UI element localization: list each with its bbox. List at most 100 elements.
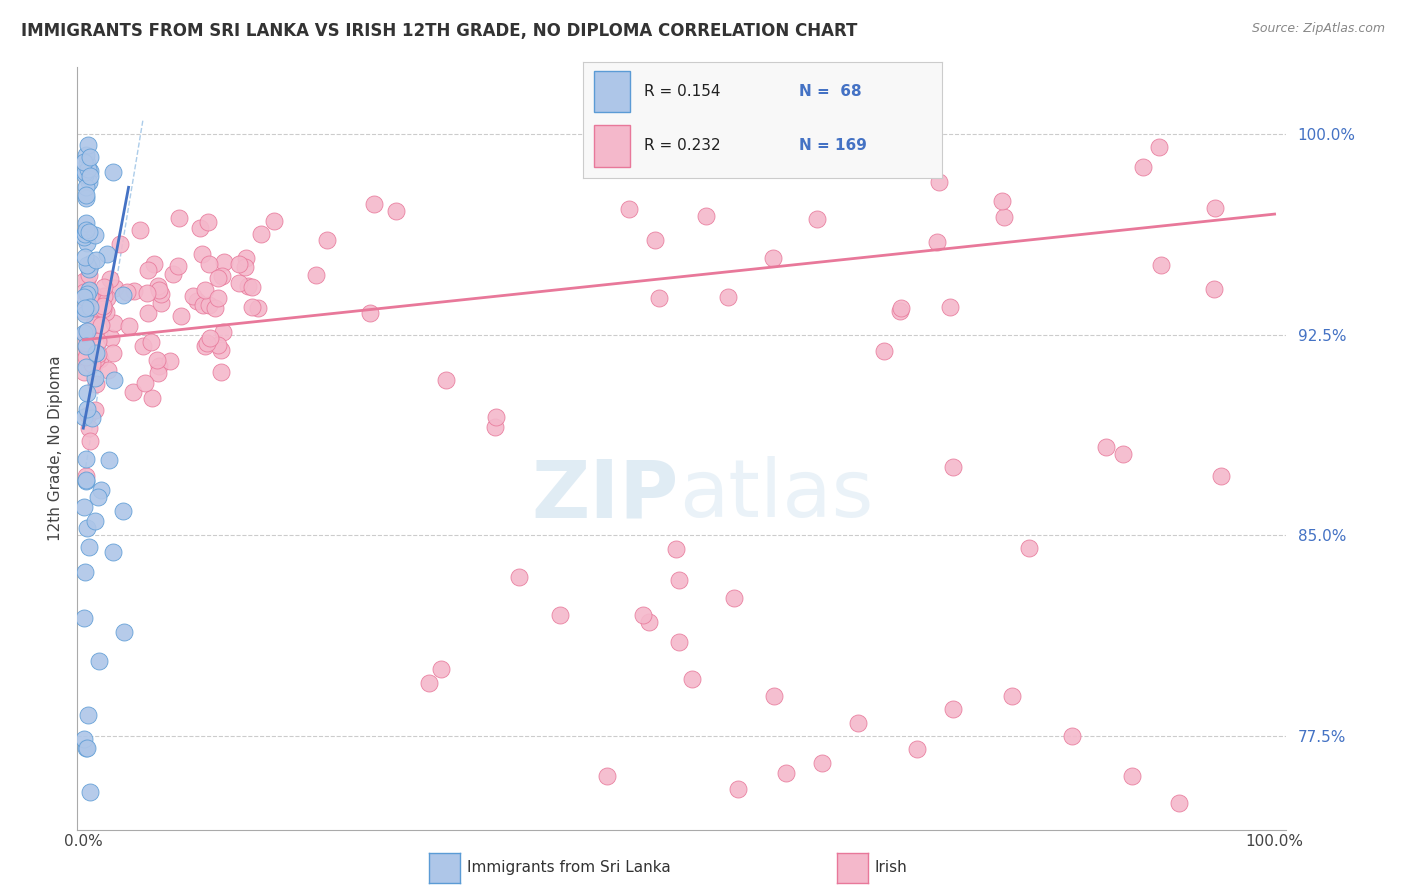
Point — [79, 540, 101, 554]
Point — [1060, 729, 1083, 743]
Point — [75, 250, 97, 264]
Point — [316, 233, 339, 247]
Point — [73, 289, 96, 303]
Point — [76, 156, 98, 170]
Point — [148, 283, 170, 297]
Point — [1001, 689, 1024, 703]
Point — [73, 306, 96, 320]
Point — [86, 490, 108, 504]
Point — [83, 371, 105, 385]
Point — [76, 236, 98, 251]
Point — [73, 336, 96, 351]
Point — [90, 318, 112, 332]
Point — [96, 291, 118, 305]
Point — [233, 260, 256, 275]
Point — [77, 262, 100, 277]
Point — [75, 351, 97, 365]
Point — [75, 216, 97, 230]
Point — [83, 227, 105, 242]
Point — [73, 409, 96, 424]
Point — [136, 262, 159, 277]
Point — [191, 298, 214, 312]
Point — [76, 520, 98, 534]
Point — [198, 257, 221, 271]
Point — [103, 544, 125, 558]
Point — [79, 169, 101, 183]
Point — [76, 341, 98, 355]
Point — [94, 304, 117, 318]
Point — [811, 756, 834, 770]
Point — [86, 310, 108, 325]
Point — [75, 148, 97, 162]
Point — [75, 326, 97, 340]
Point — [238, 279, 260, 293]
Point — [91, 301, 114, 316]
Point — [82, 285, 104, 300]
Point — [75, 452, 97, 467]
Point — [73, 297, 96, 311]
Point — [717, 290, 740, 304]
Point — [83, 514, 105, 528]
Text: R = 0.232: R = 0.232 — [644, 138, 721, 153]
Point — [141, 391, 163, 405]
Point — [75, 227, 97, 242]
Point — [775, 765, 797, 780]
Point — [76, 329, 98, 343]
Point — [905, 742, 928, 756]
Point — [167, 259, 190, 273]
Point — [1150, 258, 1173, 272]
Point — [97, 363, 120, 377]
Point — [204, 301, 226, 316]
Point — [121, 384, 143, 399]
Point — [79, 150, 101, 164]
Point — [194, 283, 217, 297]
Point — [186, 294, 208, 309]
Point — [723, 591, 745, 605]
Point — [149, 296, 172, 310]
Point — [695, 210, 717, 224]
Point — [75, 187, 97, 202]
Point — [104, 281, 127, 295]
Point — [77, 261, 100, 276]
Point — [75, 469, 97, 483]
Point — [77, 285, 100, 300]
Point — [84, 253, 107, 268]
Point — [249, 227, 271, 242]
Point — [596, 769, 619, 783]
Point — [872, 343, 894, 358]
Point — [79, 289, 101, 303]
Point — [77, 342, 100, 356]
Point — [111, 504, 134, 518]
Point — [644, 233, 666, 247]
Point — [195, 335, 218, 350]
Point — [76, 286, 98, 301]
Point — [993, 210, 1015, 224]
Point — [75, 741, 97, 756]
Point — [159, 353, 181, 368]
Point — [75, 223, 97, 237]
Point — [100, 331, 122, 345]
Point — [73, 285, 96, 300]
Point — [889, 304, 911, 318]
Point — [228, 257, 250, 271]
Point — [75, 191, 97, 205]
Point — [198, 330, 221, 344]
Point — [76, 258, 98, 272]
Point — [146, 278, 169, 293]
Point — [98, 453, 121, 467]
Point — [846, 715, 869, 730]
Point — [228, 277, 250, 291]
Point — [148, 359, 170, 373]
Point — [80, 256, 103, 270]
Point — [211, 325, 233, 339]
Point — [79, 300, 101, 314]
Point — [87, 654, 110, 668]
Point — [240, 280, 263, 294]
Point — [79, 785, 101, 799]
Point — [209, 365, 232, 379]
Point — [359, 306, 381, 320]
Text: Irish: Irish — [875, 861, 907, 875]
Point — [80, 411, 103, 425]
Point — [101, 346, 124, 360]
Point — [76, 741, 98, 756]
